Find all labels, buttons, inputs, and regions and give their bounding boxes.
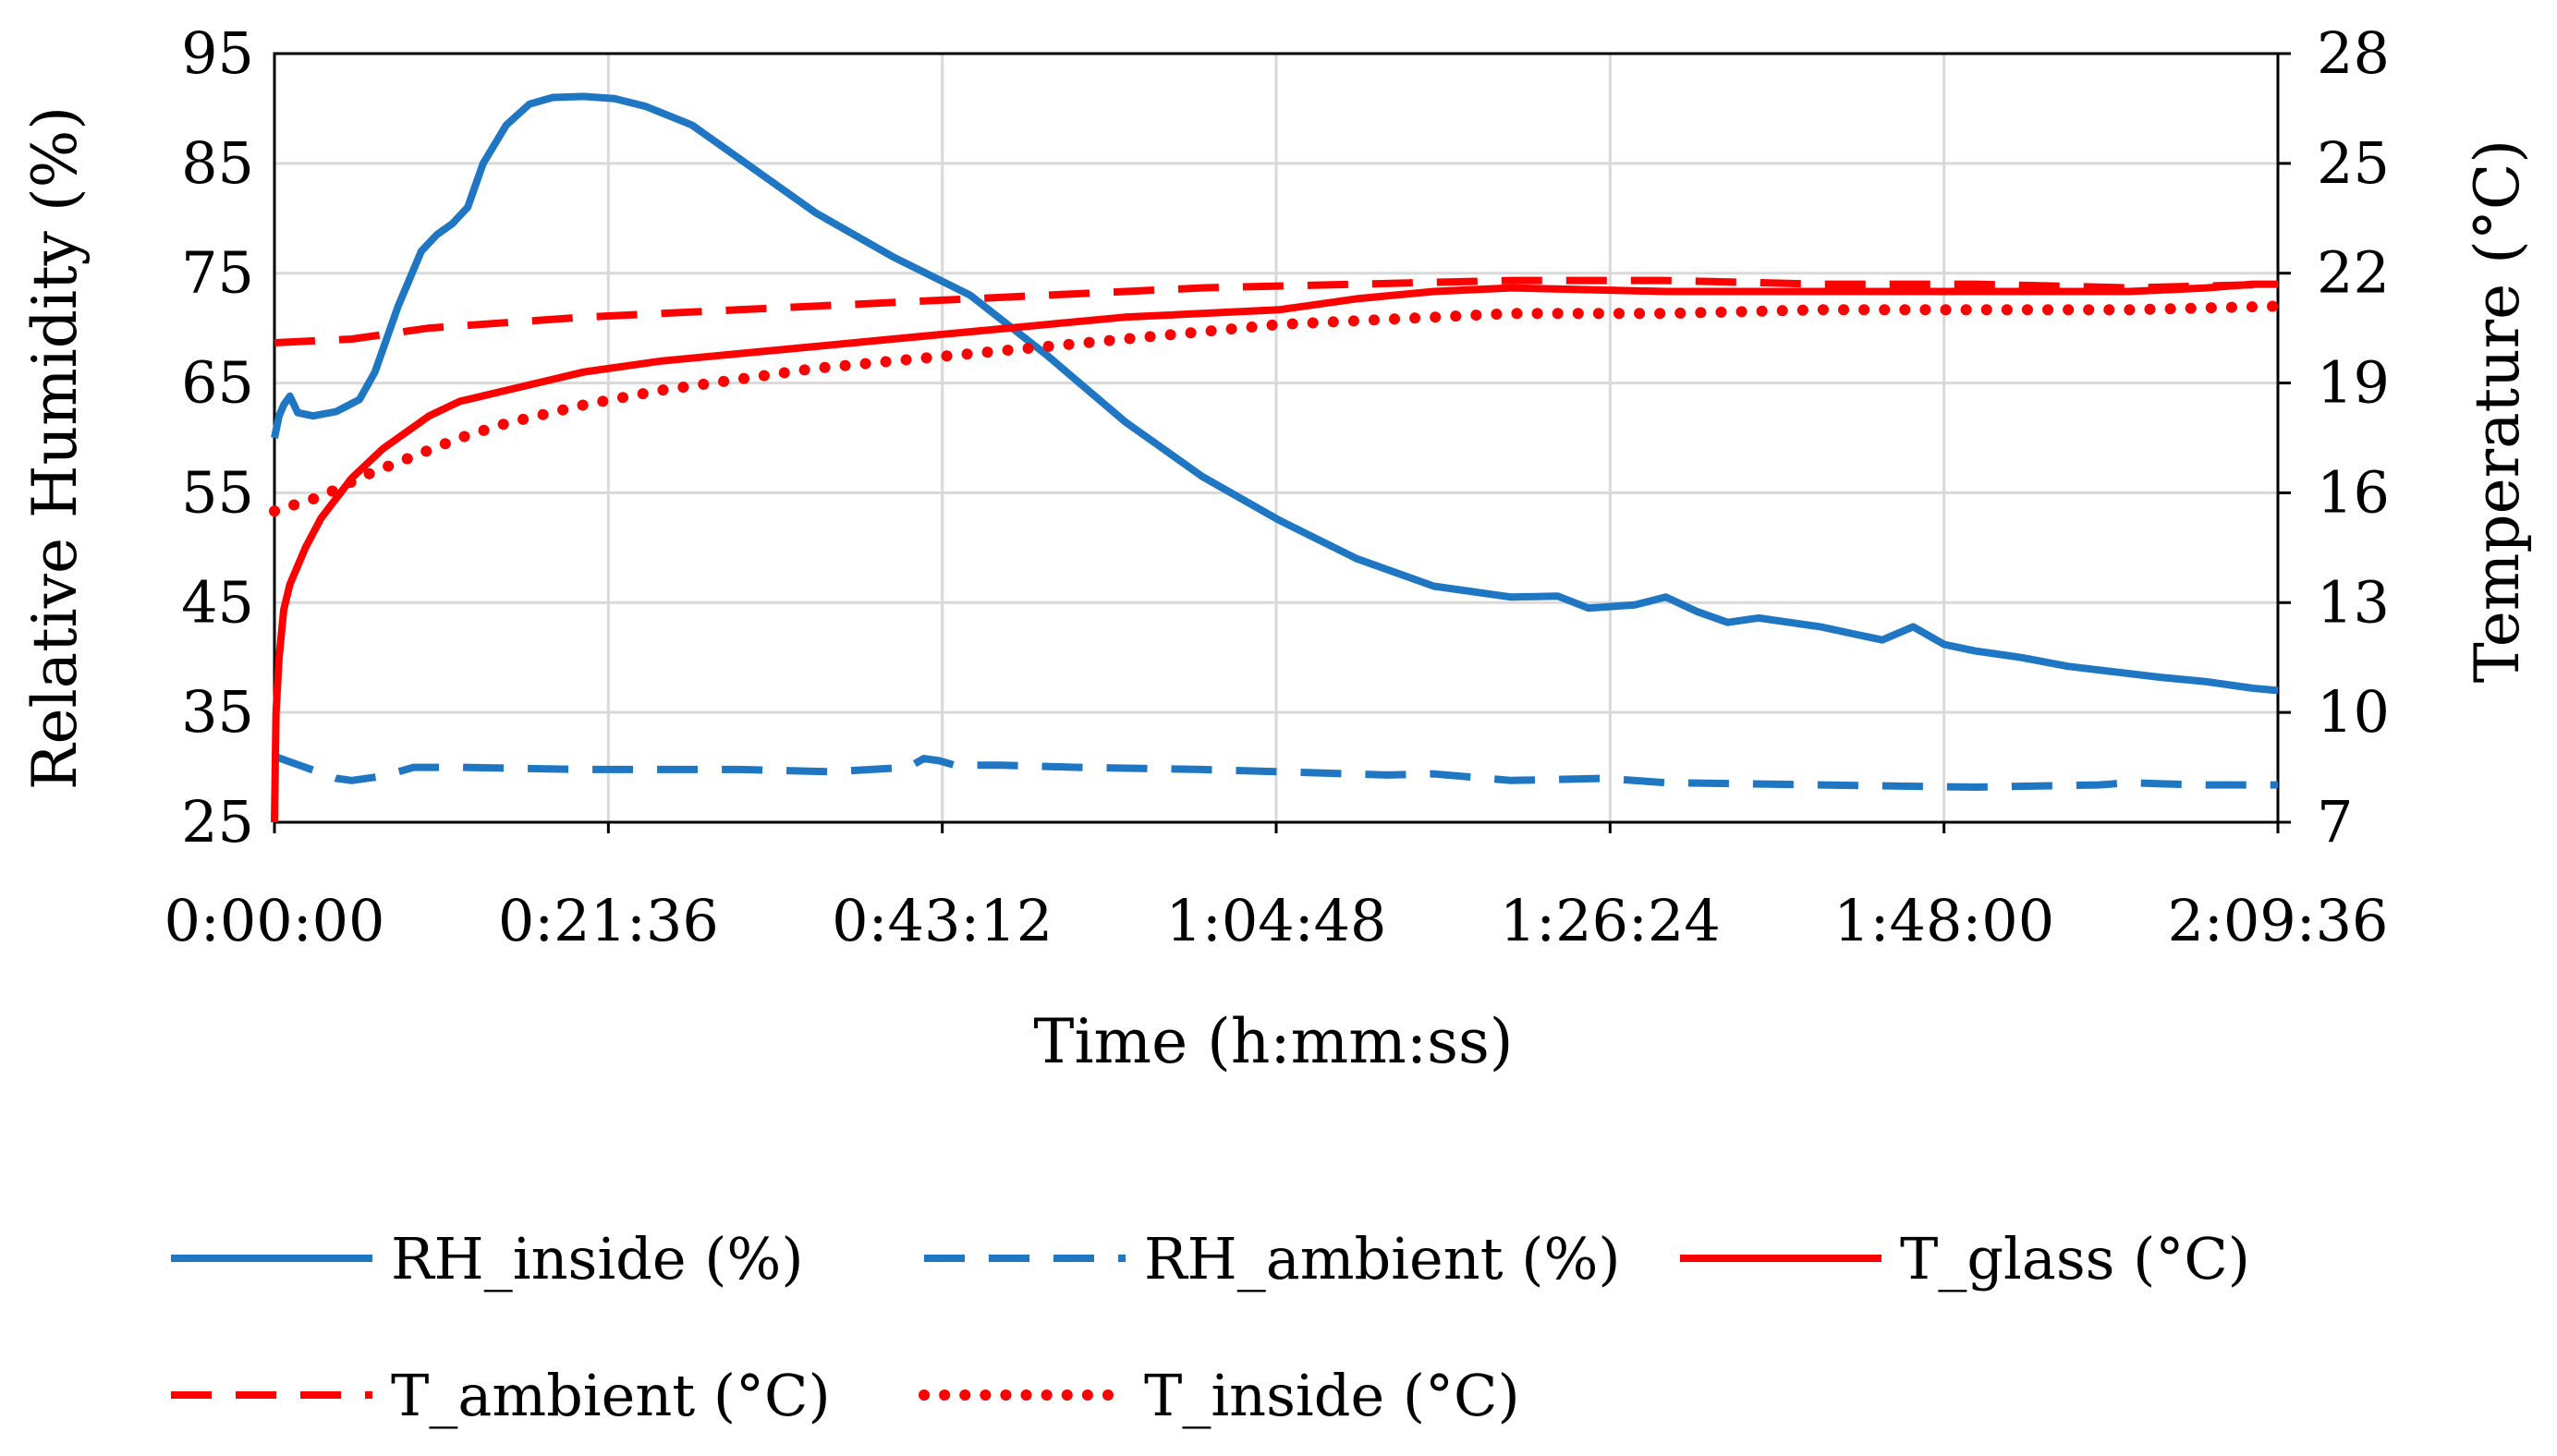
y2-tick-label: 13 bbox=[2317, 568, 2390, 636]
y2-axis-title: Temperature (°C) bbox=[2462, 140, 2533, 683]
y2-tick-label: 7 bbox=[2317, 788, 2353, 855]
y-tick-label: 25 bbox=[181, 788, 254, 855]
series-layer bbox=[269, 92, 2283, 823]
y2-tick-label: 22 bbox=[2317, 239, 2390, 307]
x-tick-label: 0:00:00 bbox=[164, 887, 384, 954]
y2-tick-label: 28 bbox=[2317, 19, 2390, 87]
y2-tick-label: 19 bbox=[2317, 349, 2390, 417]
y-axis-right: 7 10 13 16 19 22 25 28 bbox=[2278, 19, 2390, 855]
x-tick-label: 0:21:36 bbox=[498, 887, 719, 954]
y-tick-label: 75 bbox=[181, 239, 254, 307]
x-axis: 0:00:00 0:21:36 0:43:12 1:04:48 1:26:24 1:48:… bbox=[164, 822, 2389, 954]
legend-label-t-glass: T_glass (°C) bbox=[1900, 1225, 2250, 1292]
y-tick-label: 55 bbox=[181, 458, 254, 526]
y2-tick-label: 10 bbox=[2317, 678, 2390, 746]
series-line-t-glass bbox=[271, 280, 2278, 823]
legend-label-t-ambient: T_ambient (°C) bbox=[391, 1362, 831, 1429]
y-tick-label: 65 bbox=[181, 349, 254, 417]
legend-label-rh-inside: RH_inside (%) bbox=[391, 1225, 804, 1292]
series-line-rh-ambient bbox=[273, 752, 2278, 791]
legend: RH_inside (%) RH_ambient (%) T_glass (°C) T… bbox=[171, 1225, 2250, 1429]
series-line-t-ambient bbox=[274, 276, 2279, 346]
x-tick-label: 1:04:48 bbox=[1165, 887, 1386, 954]
x-tick-label: 0:43:12 bbox=[832, 887, 1053, 954]
x-axis-title: Time (h:mm:ss) bbox=[1033, 1006, 1513, 1077]
y-tick-label: 95 bbox=[181, 19, 254, 87]
y-axis-left: 25 35 45 55 65 75 85 95 bbox=[181, 19, 254, 855]
y2-tick-label: 25 bbox=[2317, 129, 2390, 197]
y-axis-title: Relative Humidity (%) bbox=[19, 106, 91, 790]
x-tick-label: 1:48:00 bbox=[1833, 887, 2054, 954]
legend-label-t-inside: T_inside (°C) bbox=[1144, 1362, 1520, 1429]
x-tick-label: 2:09:36 bbox=[2167, 887, 2388, 954]
y-tick-label: 35 bbox=[181, 678, 254, 746]
y-tick-label: 85 bbox=[181, 129, 254, 197]
legend-label-rh-ambient: RH_ambient (%) bbox=[1144, 1225, 1621, 1292]
x-tick-label: 1:26:24 bbox=[1500, 887, 1721, 954]
y2-tick-label: 16 bbox=[2317, 458, 2390, 526]
series-line-t-inside bbox=[269, 300, 2283, 517]
series-line-rh-inside bbox=[271, 92, 2279, 695]
y-tick-label: 45 bbox=[181, 568, 254, 636]
